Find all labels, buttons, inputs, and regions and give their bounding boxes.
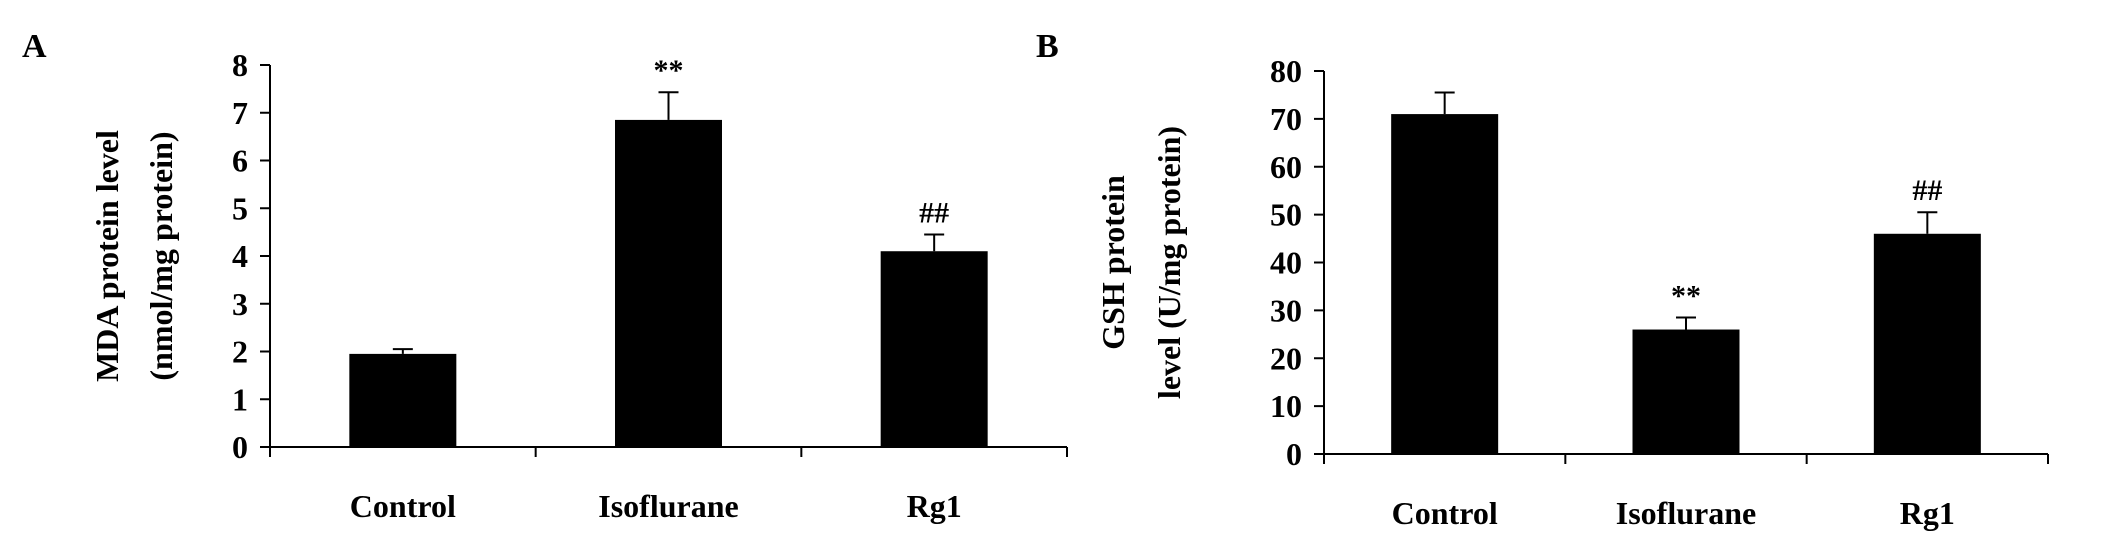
panel-label: B: [1036, 28, 1059, 65]
y-axis-label: GSH protein: [1095, 175, 1131, 350]
significance-annotation: ##: [919, 197, 949, 230]
x-category-label: Control: [350, 488, 456, 524]
chart-panel-b: B 0 10 20 30 40 50 60 70 80 GSH protein level (U/mg…: [1036, 28, 2049, 531]
y-tick-label: 5: [232, 190, 248, 226]
x-category-label: Isoflurane: [1616, 495, 1756, 531]
y-tick-label: 0: [232, 429, 248, 465]
y-tick-label: 1: [232, 381, 248, 417]
y-axis-label: level (U/mg protein): [1151, 126, 1187, 399]
y-tick-label: 3: [232, 286, 248, 322]
x-category-label: Rg1: [907, 488, 962, 524]
bar: [349, 353, 457, 447]
bar: [1873, 233, 1981, 454]
y-axis-label: MDA protein level: [89, 130, 125, 382]
y-tick-label: 10: [1270, 388, 1302, 424]
y-tick-label: 30: [1270, 292, 1302, 328]
y-tick-label: 0: [1286, 436, 1302, 472]
y-axis-label: (nmol/mg protein): [143, 131, 179, 380]
bar: [880, 251, 988, 447]
y-tick-label: 20: [1270, 340, 1302, 376]
significance-annotation: **: [654, 54, 684, 87]
significance-annotation: ##: [1912, 174, 1942, 207]
y-tick-label: 80: [1270, 53, 1302, 89]
y-tick-label: 4: [232, 238, 248, 274]
x-category-label: Isoflurane: [598, 488, 738, 524]
x-category-label: Control: [1392, 495, 1498, 531]
y-tick-label: 70: [1270, 101, 1302, 137]
significance-annotation: **: [1671, 280, 1701, 313]
y-tick-label: 60: [1270, 149, 1302, 185]
bar: [1391, 114, 1499, 455]
y-tick-label: 2: [232, 334, 248, 370]
bar: [615, 119, 722, 447]
x-category-label: Rg1: [1900, 495, 1955, 531]
y-tick-label: 7: [232, 95, 248, 131]
chart-panel-a: A 0 1 2 3 4 5 6 7 8 MDA protein level (nmol/mg prot…: [22, 28, 1068, 524]
y-tick-label: 50: [1270, 197, 1302, 233]
y-tick-label: 40: [1270, 245, 1302, 281]
panel-label: A: [22, 28, 47, 65]
bar: [1632, 329, 1740, 454]
y-tick-label: 6: [232, 143, 248, 179]
y-tick-label: 8: [232, 47, 248, 83]
